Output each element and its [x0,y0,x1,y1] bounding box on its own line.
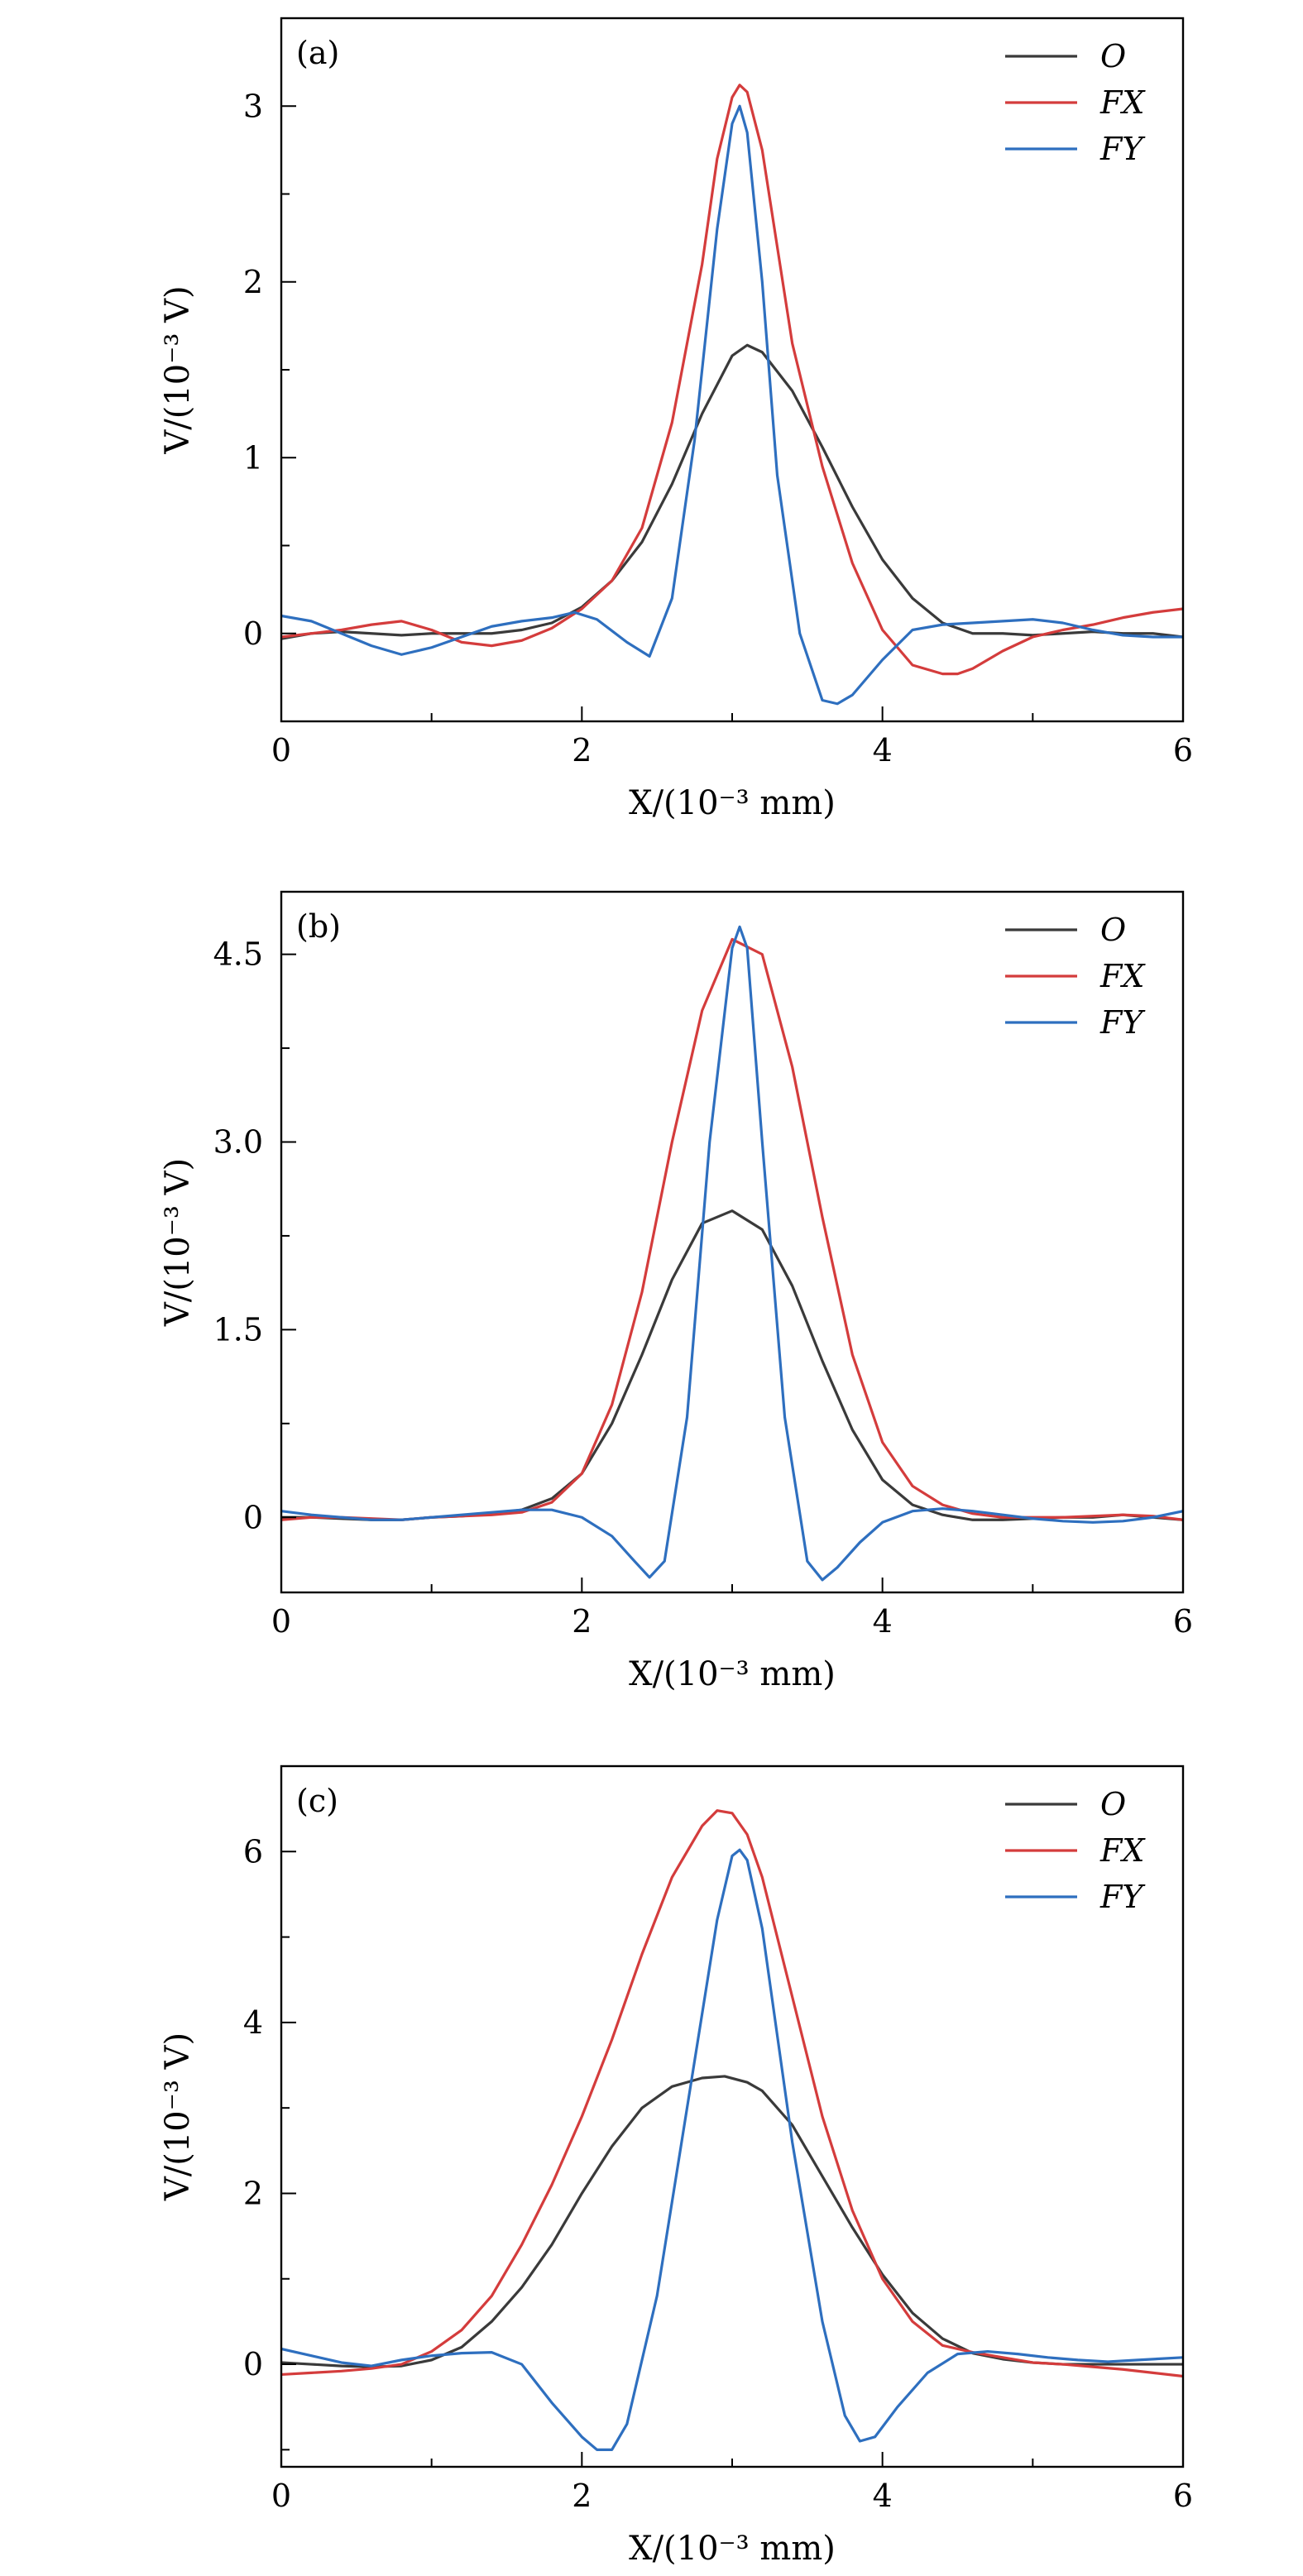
y-tick-label: 0 [243,615,263,652]
y-tick-label: 0 [243,2346,263,2382]
series-line-o [281,2075,1183,2368]
series-line-fy [281,925,1183,1582]
y-tick-label: 3.0 [213,1124,263,1161]
series-line-o [281,1209,1183,1521]
x-tick-label: 6 [1173,2478,1193,2514]
x-tick-label: 2 [572,2478,592,2514]
series-line-fy [281,1848,1183,2451]
legend-label: FX [1099,1832,1146,1869]
legend-label: FX [1099,958,1146,994]
x-axis-label: X/(10⁻³ mm) [629,2530,836,2568]
y-tick-label: 4 [243,2004,263,2041]
y-tick-label: 1 [243,439,263,476]
y-axis-label: V/(10⁻³ V) [159,1158,197,1327]
series-line-fx [281,84,1183,676]
legend: O FX FY [1005,1786,1146,1915]
chart-panel-2: 0 2 4 601.53.04.5X/(10⁻³ mm)V/(10⁻³ V)(b) OF… [159,890,1193,1693]
chart-panel-3: 0 2 4 6 0 2 4 6 X/(10⁻³ mm) V/(10⁻³ V) (c) O FX FY [159,1764,1193,2568]
panel-label: (b) [296,908,341,945]
x-tick-label: 6 [1173,1603,1193,1640]
y-tick-label: 6 [243,1833,263,1870]
series-line-fx [281,1809,1183,2378]
y-axis-label: V/(10⁻³ V) [159,2033,197,2201]
legend-label: O [1100,912,1126,948]
y-tick-label: 4.5 [213,936,263,973]
x-tick-label: 2 [572,732,592,768]
series-line-fy [281,104,1183,706]
x-tick-label: 4 [873,732,893,768]
legend-label: FY [1099,1004,1146,1041]
chart-panel-1: 0 2 4 6 0 1 2 3 X/(10⁻³ mm) V/(10⁻³ V) (a) O FX FY [159,17,1193,822]
x-tick-label: 0 [271,732,291,768]
legend-label: FY [1099,1879,1146,1915]
x-tick-label: 6 [1173,732,1193,768]
legend: O FX FY [1005,912,1146,1041]
legend: O FX FY [1005,38,1146,167]
series-line-fx [281,937,1183,1521]
series-line-o [281,343,1183,640]
y-axis-label: V/(10⁻³ V) [159,285,197,454]
y-tick-label: 0 [243,1499,263,1535]
legend-label: O [1100,1786,1126,1822]
legend-label: O [1100,38,1126,74]
x-tick-label: 0 [271,2478,291,2514]
y-tick-label: 2 [243,264,263,300]
x-tick-label: 4 [873,2478,893,2514]
plot-frame [280,890,1185,1594]
legend-label: FX [1099,84,1146,121]
y-tick-label: 3 [243,88,263,124]
legend-label: FY [1099,131,1146,167]
x-axis-label: X/(10⁻³ mm) [629,1655,836,1693]
panel-label: (a) [296,35,339,71]
panel-label: (c) [296,1783,338,1819]
y-tick-label: 2 [243,2175,263,2211]
x-tick-label: 0 [271,1603,291,1640]
x-tick-label: 4 [873,1603,893,1640]
y-tick-label: 1.5 [213,1311,263,1348]
x-tick-label: 2 [572,1603,592,1640]
x-axis-label: X/(10⁻³ mm) [629,784,836,822]
